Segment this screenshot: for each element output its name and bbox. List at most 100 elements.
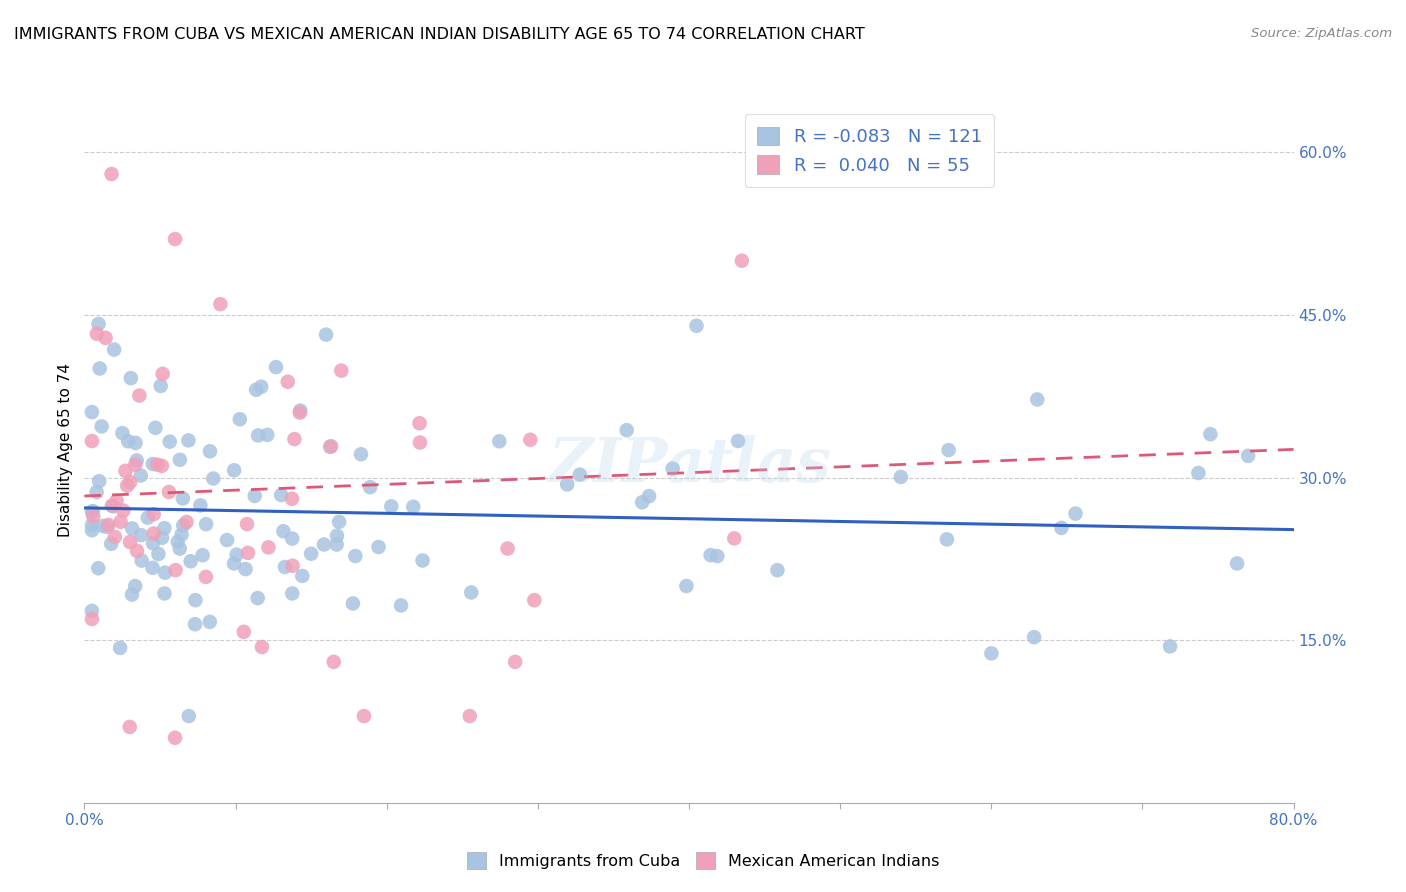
Point (281, 532, 304, 546)
Point (86, 485, 108, 500)
Point (145, 421, 167, 435)
Point (723, 532, 745, 546)
Point (129, 468, 152, 483)
Point (100, 537, 122, 551)
Point (209, 297, 232, 311)
Point (96, 520, 118, 534)
Point (142, 457, 165, 471)
Point (250, 640, 273, 654)
Point (229, 412, 252, 426)
Point (110, 515, 132, 529)
Point (111, 426, 134, 441)
Point (342, 597, 364, 611)
Point (131, 553, 153, 567)
Point (191, 548, 214, 562)
Point (136, 510, 159, 524)
Point (198, 615, 221, 629)
Point (412, 553, 434, 567)
Point (503, 655, 526, 669)
Point (938, 443, 960, 458)
Point (142, 507, 165, 521)
Legend: Immigrants from Cuba, Mexican American Indians: Immigrants from Cuba, Mexican American I… (460, 846, 946, 875)
Point (125, 544, 148, 558)
Point (402, 500, 425, 514)
Point (277, 375, 299, 389)
Point (290, 403, 312, 417)
Point (496, 541, 519, 556)
Point (100, 167, 122, 181)
Point (101, 500, 124, 514)
Point (166, 534, 188, 549)
Point (409, 435, 432, 450)
Point (101, 499, 124, 513)
Point (177, 709, 200, 723)
Point (105, 493, 128, 508)
Point (326, 529, 349, 543)
Point (153, 586, 176, 600)
Point (80, 518, 103, 533)
Point (142, 561, 165, 575)
Point (519, 433, 541, 447)
Point (568, 467, 591, 482)
Point (165, 232, 187, 246)
Point (264, 360, 287, 375)
Point (176, 515, 198, 529)
Point (350, 447, 373, 461)
Point (245, 383, 267, 397)
Point (1022, 630, 1045, 644)
Point (1159, 640, 1181, 654)
Point (157, 485, 180, 500)
Point (631, 495, 654, 509)
Point (108, 640, 131, 655)
Point (129, 528, 152, 542)
Point (94, 331, 117, 345)
Point (159, 434, 181, 449)
Point (283, 432, 305, 446)
Point (225, 548, 247, 562)
Point (152, 367, 174, 381)
Point (121, 521, 143, 535)
Point (114, 464, 136, 478)
Point (194, 570, 217, 584)
Point (766, 563, 789, 577)
Point (235, 562, 257, 576)
Point (270, 488, 292, 502)
Point (202, 471, 225, 485)
Point (120, 475, 142, 489)
Point (661, 461, 683, 475)
Point (299, 547, 322, 561)
Point (685, 318, 707, 333)
Point (89, 474, 111, 488)
Point (488, 434, 510, 449)
Point (325, 537, 347, 551)
Point (281, 491, 304, 506)
Point (86, 326, 108, 341)
Point (165, 731, 187, 745)
Point (935, 533, 957, 547)
Point (1050, 521, 1073, 535)
Point (344, 549, 367, 563)
Point (359, 480, 381, 494)
Point (980, 646, 1002, 660)
Point (124, 579, 146, 593)
Point (727, 434, 749, 448)
Text: Source: ZipAtlas.com: Source: ZipAtlas.com (1251, 27, 1392, 40)
Point (706, 549, 728, 563)
Text: IMMIGRANTS FROM CUBA VS MEXICAN AMERICAN INDIAN DISABILITY AGE 65 TO 74 CORRELAT: IMMIGRANTS FROM CUBA VS MEXICAN AMERICAN… (14, 27, 865, 42)
Point (184, 617, 207, 632)
Point (91, 519, 114, 533)
Point (215, 533, 238, 547)
Point (236, 546, 259, 560)
Point (236, 517, 259, 532)
Point (389, 599, 412, 613)
Point (250, 380, 273, 394)
Point (149, 379, 172, 393)
Point (460, 585, 482, 599)
Point (257, 541, 280, 555)
Point (319, 440, 342, 454)
Point (523, 593, 546, 607)
Point (281, 586, 304, 600)
Point (97, 518, 120, 533)
Point (380, 500, 402, 514)
Text: ZIPatlas: ZIPatlas (547, 434, 831, 494)
